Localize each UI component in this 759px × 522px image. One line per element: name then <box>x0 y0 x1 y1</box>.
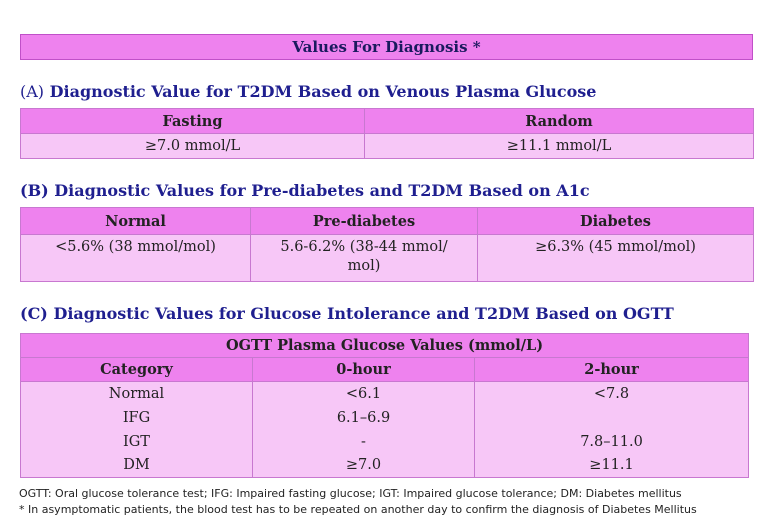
table-cell: ≥6.3% (45 mmol/mol) <box>477 234 754 282</box>
a1c-table: Normal Pre-diabetes Diabetes <5.6% (38 m… <box>20 207 754 282</box>
table-header-row: Fasting Random <box>20 108 754 134</box>
table-cell: ≥7.0 mmol/L <box>20 133 365 159</box>
ogtt-table: OGTT Plasma Glucose Values (mmol/L) Cate… <box>19 333 750 478</box>
section-b-label: (B) <box>20 181 49 200</box>
table-cell: DM <box>20 453 253 478</box>
table-row: ≥7.0 mmol/L ≥11.1 mmol/L <box>20 133 754 159</box>
section-b-heading: (B) Diagnostic Values for Pre-diabetes a… <box>20 181 590 200</box>
section-a-label: (A) <box>20 82 45 101</box>
group-header: OGTT Plasma Glucose Values (mmol/L) <box>19 333 750 358</box>
section-b-title: Diagnostic Values for Pre-diabetes and T… <box>54 181 590 200</box>
table-cell: <6.1 <box>252 381 475 406</box>
page-title: Values For Diagnosis * <box>20 34 753 60</box>
section-a-heading: (A) Diagnostic Value for T2DM Based on V… <box>20 82 596 101</box>
table-group-header-row: OGTT Plasma Glucose Values (mmol/L) <box>19 333 750 358</box>
table-cell: ≥11.1 mmol/L <box>364 133 754 159</box>
table-cell: 6.1–6.9 <box>252 405 475 430</box>
table-row: <5.6% (38 mmol/mol) 5.6-6.2% (38-44 mmol… <box>20 234 754 282</box>
section-c-label: (C) <box>20 304 48 323</box>
section-a-title: Diagnostic Value for T2DM Based on Venou… <box>49 82 597 101</box>
table-cell: 5.6-6.2% (38-44 mmol/ mol) <box>250 234 478 282</box>
table-cell: IFG <box>20 405 253 430</box>
table-cell: <7.8 <box>473 381 750 406</box>
table-row: DM ≥7.0 ≥11.1 <box>20 453 750 478</box>
table-cell: - <box>252 429 475 454</box>
table-header-row: Normal Pre-diabetes Diabetes <box>20 207 754 235</box>
column-header: Category <box>20 357 253 382</box>
table-cell: ≥11.1 <box>473 453 750 478</box>
column-header: Normal <box>20 207 251 235</box>
table-cell <box>473 405 750 430</box>
table-row: IGT - 7.8–11.0 <box>20 429 750 454</box>
column-header: Random <box>364 108 754 134</box>
table-cell: 7.8–11.0 <box>473 429 750 454</box>
column-header: 2-hour <box>473 357 750 382</box>
table-cell: IGT <box>20 429 253 454</box>
footnote-asterisk: * In asymptomatic patients, the blood te… <box>19 503 697 516</box>
table-row: IFG 6.1–6.9 <box>20 405 750 430</box>
footnote-abbreviations: OGTT: Oral glucose tolerance test; IFG: … <box>19 487 682 500</box>
table-cell: <5.6% (38 mmol/mol) <box>20 234 251 282</box>
venous-glucose-table: Fasting Random ≥7.0 mmol/L ≥11.1 mmol/L <box>20 108 754 159</box>
column-header: Diabetes <box>477 207 754 235</box>
table-row: Normal <6.1 <7.8 <box>20 381 750 406</box>
column-header: Fasting <box>20 108 365 134</box>
column-header: Pre-diabetes <box>250 207 478 235</box>
table-header-row: Category 0-hour 2-hour <box>20 357 750 382</box>
table-cell: Normal <box>20 381 253 406</box>
section-c-title: Diagnostic Values for Glucose Intoleranc… <box>53 304 674 323</box>
table-cell: ≥7.0 <box>252 453 475 478</box>
section-c-heading: (C) Diagnostic Values for Glucose Intole… <box>20 304 674 323</box>
column-header: 0-hour <box>252 357 475 382</box>
